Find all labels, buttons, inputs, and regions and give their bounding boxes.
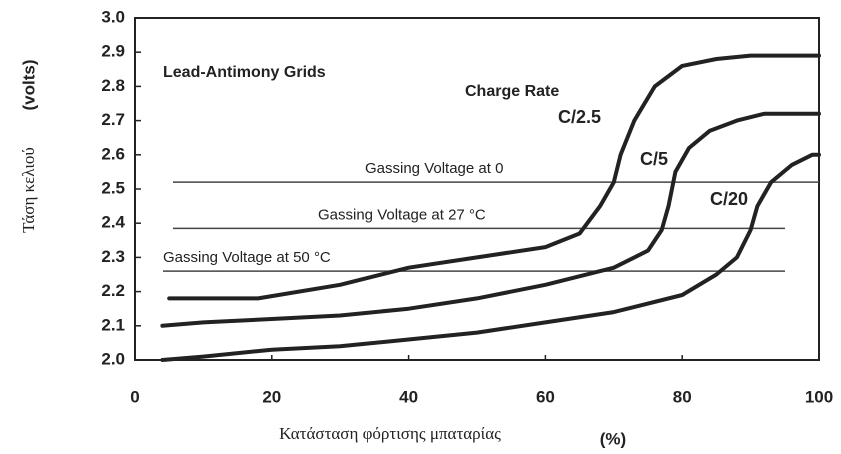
x-tick-label: 80 — [673, 387, 692, 406]
y-tick-label: 2.0 — [101, 349, 125, 368]
reference-label: Gassing Voltage at 27 °C — [318, 206, 486, 223]
y-tick-label: 2.6 — [101, 144, 125, 163]
y-tick-label: 2.1 — [101, 315, 125, 334]
line-series — [160, 111, 821, 328]
y-tick-label: 3.0 — [101, 7, 125, 26]
reference-label: Gassing Voltage at 0 — [365, 160, 503, 177]
series-label: C/20 — [710, 189, 748, 209]
x-tick-label: 40 — [399, 387, 418, 406]
x-axis-label: Κατάσταση φόρτισης μπαταρίας — [279, 424, 501, 443]
y-tick-label: 2.4 — [101, 213, 125, 232]
line-series — [160, 152, 821, 362]
series-label: C/5 — [640, 149, 668, 169]
y-tick-label: 2.3 — [101, 247, 125, 266]
y-tick-label: 2.5 — [101, 178, 125, 197]
x-tick-label: 0 — [130, 387, 139, 406]
series-label: C/2.5 — [558, 107, 601, 127]
line-series — [167, 53, 821, 301]
y-tick-label: 2.7 — [101, 110, 125, 129]
x-tick-label: 60 — [536, 387, 555, 406]
x-axis-label: (%) — [600, 429, 626, 448]
reference-label: Gassing Voltage at 50 °C — [163, 249, 331, 266]
y-tick-label: 2.9 — [101, 42, 125, 61]
x-tick-label: 100 — [805, 387, 833, 406]
y-tick-label: 2.8 — [101, 76, 125, 95]
y-axis-label: (volts) — [19, 60, 38, 111]
annotation: Charge Rate — [465, 83, 559, 100]
y-tick-label: 2.2 — [101, 281, 125, 300]
annotation: Lead-Antimony Grids — [163, 64, 326, 81]
y-axis-label: Τάση κελιού — [19, 147, 38, 233]
x-tick-label: 20 — [262, 387, 281, 406]
